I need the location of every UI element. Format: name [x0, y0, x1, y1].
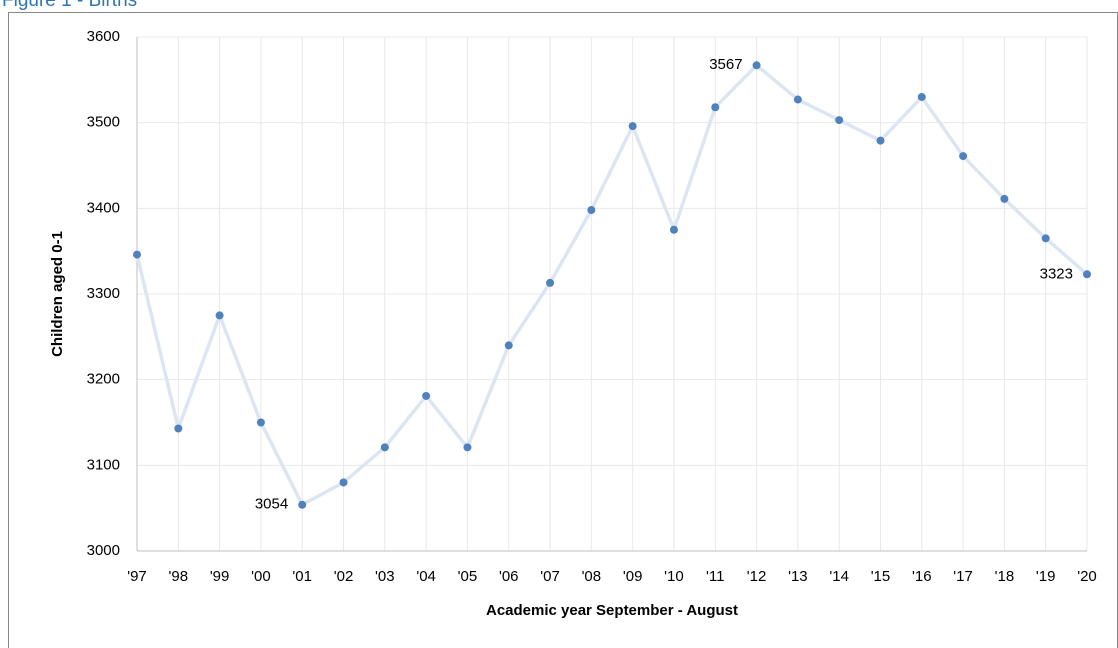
y-tick-label: 3500 — [87, 114, 120, 131]
data-point — [1000, 194, 1009, 203]
data-point — [298, 500, 307, 509]
x-tick-label: '11 — [706, 568, 724, 585]
x-tick-label: '99 — [210, 568, 230, 585]
x-tick-label: '09 — [623, 568, 643, 585]
x-tick-label: '16 — [912, 568, 932, 585]
x-tick-label: '07 — [540, 568, 560, 585]
data-label: 3567 — [709, 56, 742, 73]
x-tick-label: '18 — [995, 568, 1015, 585]
data-point — [1083, 270, 1091, 279]
data-point — [917, 92, 926, 101]
y-tick-label: 3600 — [87, 28, 120, 45]
data-point — [959, 152, 968, 161]
chart-frame — [8, 12, 1118, 648]
data-point — [215, 311, 224, 320]
data-point — [339, 478, 348, 487]
data-point — [133, 250, 141, 259]
y-tick-label: 3100 — [87, 456, 120, 473]
data-point — [669, 225, 678, 234]
data-label: 3054 — [255, 496, 288, 513]
x-tick-label: '12 — [747, 568, 767, 585]
data-point — [256, 418, 265, 427]
x-tick-label: '97 — [127, 568, 147, 585]
data-line — [135, 63, 1089, 507]
y-tick-label: 3300 — [87, 285, 120, 302]
data-point — [422, 391, 431, 400]
x-tick-label: '01 — [292, 568, 312, 585]
x-tick-label: '08 — [582, 568, 602, 585]
x-tick-label: '14 — [829, 568, 849, 585]
data-point — [752, 61, 761, 70]
x-tick-label: '00 — [251, 568, 271, 585]
data-point — [174, 424, 183, 433]
x-tick-label: '06 — [499, 568, 519, 585]
y-tick-label: 3000 — [87, 542, 120, 559]
data-point — [587, 206, 596, 215]
y-tick-label: 3200 — [87, 371, 120, 388]
data-point — [711, 103, 720, 112]
data-point — [463, 443, 472, 452]
data-point — [628, 122, 637, 131]
data-point — [1041, 234, 1050, 243]
x-tick-label: '10 — [664, 568, 684, 585]
data-point — [793, 95, 802, 104]
y-axis-label: Children aged 0-1 — [49, 231, 66, 357]
data-point — [380, 443, 389, 452]
data-point — [546, 278, 555, 287]
x-axis-label: Academic year September - August — [486, 602, 738, 619]
x-tick-label: '13 — [788, 568, 808, 585]
data-point — [876, 136, 885, 145]
x-tick-label: '03 — [375, 568, 395, 585]
x-tick-label: '17 — [953, 568, 973, 585]
data-point — [835, 116, 844, 125]
x-tick-label: '04 — [416, 568, 436, 585]
x-tick-label: '98 — [169, 568, 189, 585]
x-tick-label: '02 — [334, 568, 354, 585]
y-tick-label: 3400 — [87, 199, 120, 216]
data-label: 3323 — [1040, 265, 1073, 282]
x-tick-label: '19 — [1036, 568, 1056, 585]
x-tick-label: '15 — [871, 568, 891, 585]
chart-title: Figure 1 - Births — [2, 0, 137, 11]
x-tick-label: '05 — [458, 568, 478, 585]
data-point — [504, 341, 513, 350]
x-tick-label: '20 — [1077, 568, 1097, 585]
